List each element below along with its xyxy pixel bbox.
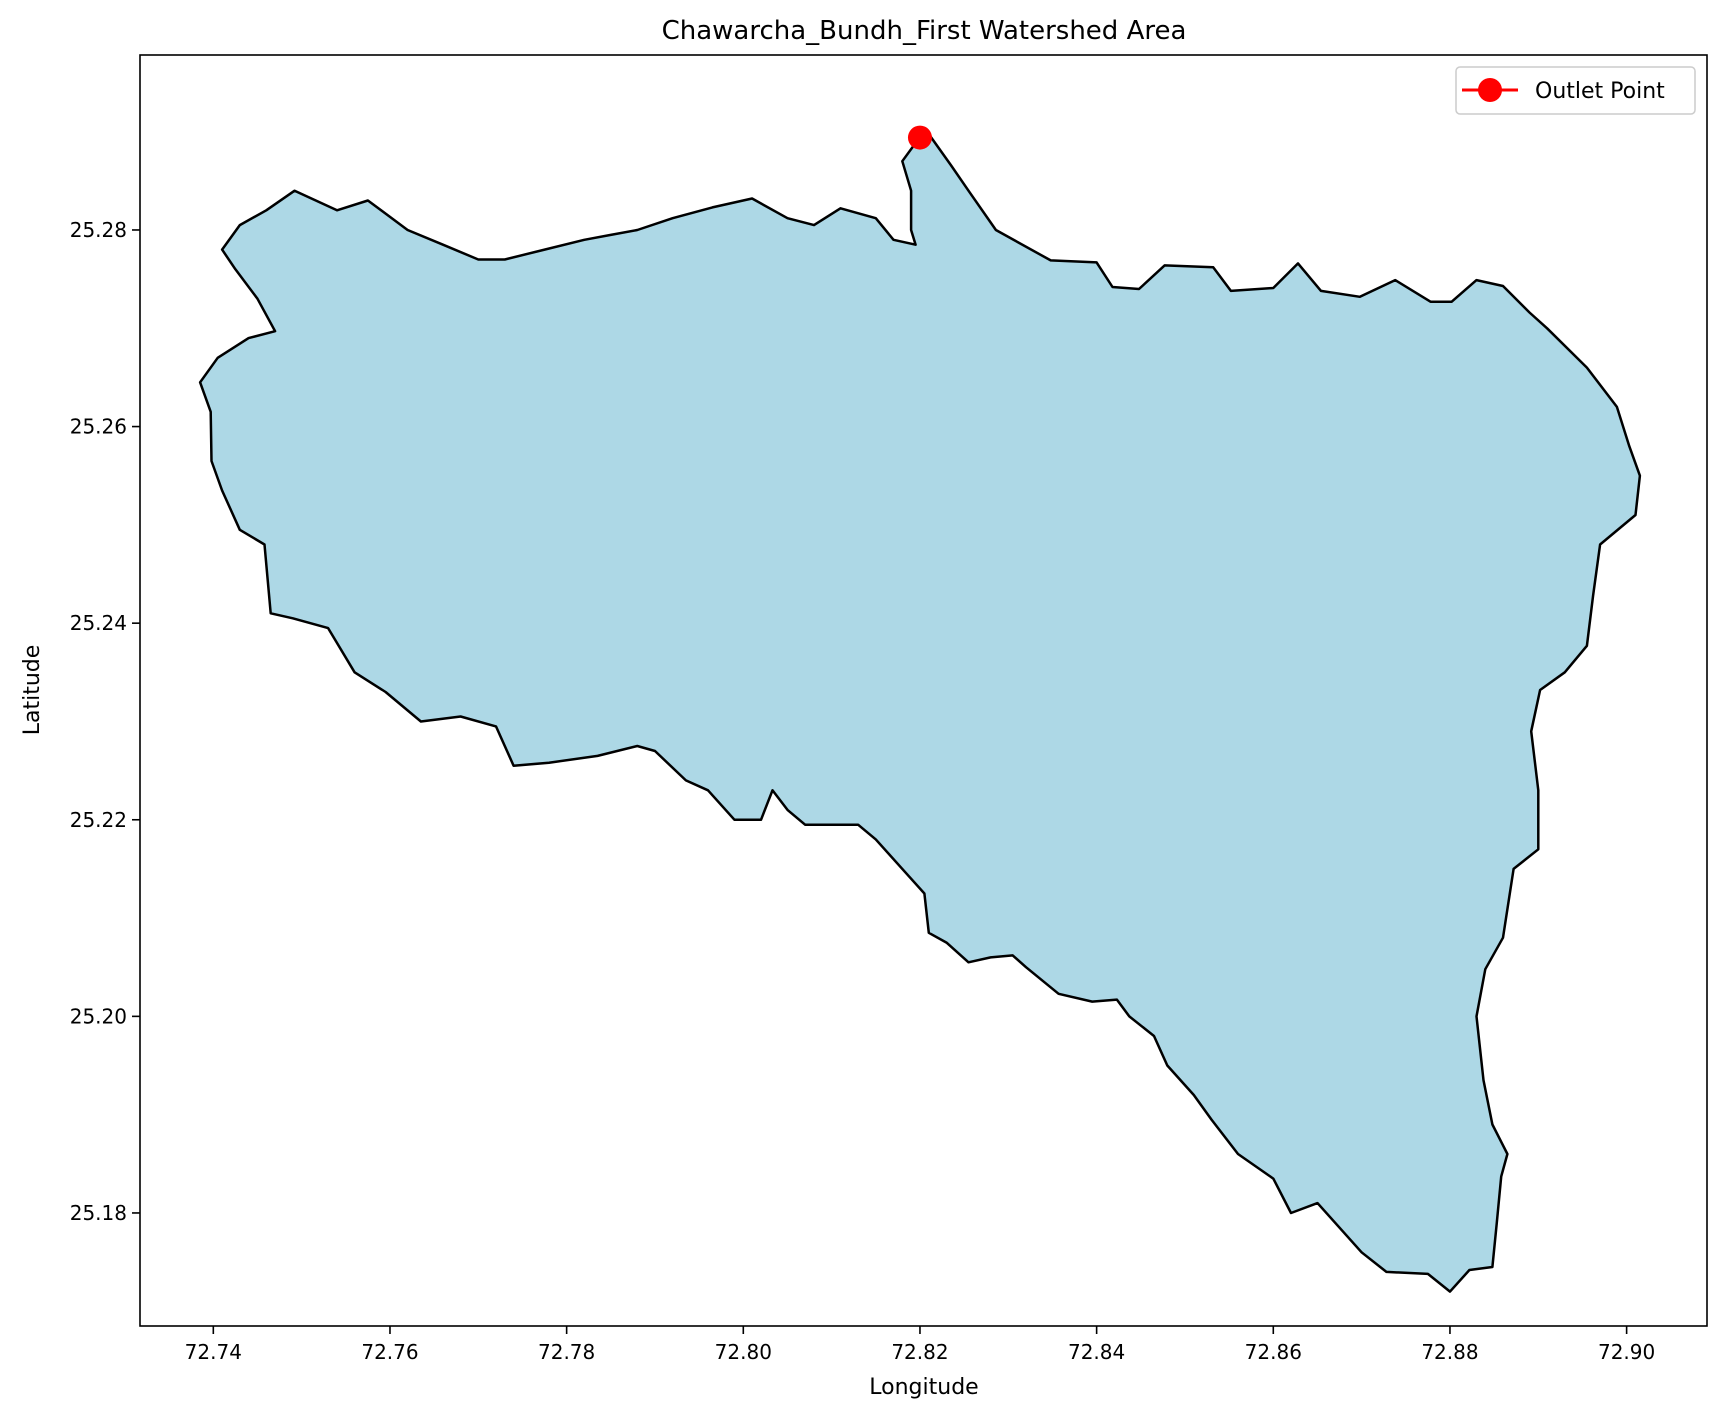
- y-tick-label: 25.28: [70, 218, 127, 242]
- legend-label-outlet-point: Outlet Point: [1535, 79, 1665, 104]
- chart-title: Chawarcha_Bundh_First Watershed Area: [662, 16, 1187, 46]
- x-tick-label: 72.84: [1068, 1340, 1125, 1364]
- axes-frame: [139, 54, 1708, 1327]
- legend: Outlet Point: [1455, 66, 1696, 115]
- y-tick-label: 25.26: [70, 415, 127, 439]
- legend-marker-sample: [1478, 78, 1502, 102]
- x-tick-label: 72.86: [1245, 1340, 1302, 1364]
- legend-box: [1455, 66, 1696, 115]
- x-tick-label: 72.80: [715, 1340, 772, 1364]
- x-axis-ticks: 72.74 72.76 72.78 72.80 72.82 72.84 72.86 72.88…: [185, 1326, 1655, 1364]
- x-tick-label: 72.90: [1598, 1340, 1655, 1364]
- x-tick-label: 72.74: [185, 1340, 242, 1364]
- x-tick-label: 72.76: [361, 1340, 418, 1364]
- x-tick-label: 72.88: [1421, 1340, 1478, 1364]
- x-axis-label: Longitude: [869, 1375, 978, 1400]
- plot-area: [198, 125, 1642, 1293]
- y-axis-label: Latitude: [20, 645, 45, 736]
- y-tick-label: 25.24: [70, 611, 127, 635]
- y-tick-label: 25.20: [70, 1004, 127, 1028]
- outlet-layer: [907, 125, 932, 150]
- x-tick-label: 72.78: [538, 1340, 595, 1364]
- x-tick-label: 72.82: [891, 1340, 948, 1364]
- outlet-point-marker: [907, 125, 932, 150]
- y-axis-ticks: 25.18 25.20 25.22 25.24 25.26 25.28: [70, 218, 140, 1225]
- y-tick-label: 25.18: [70, 1201, 127, 1225]
- y-tick-label: 25.22: [70, 808, 127, 832]
- watershed-area-polygon: [198, 133, 1642, 1293]
